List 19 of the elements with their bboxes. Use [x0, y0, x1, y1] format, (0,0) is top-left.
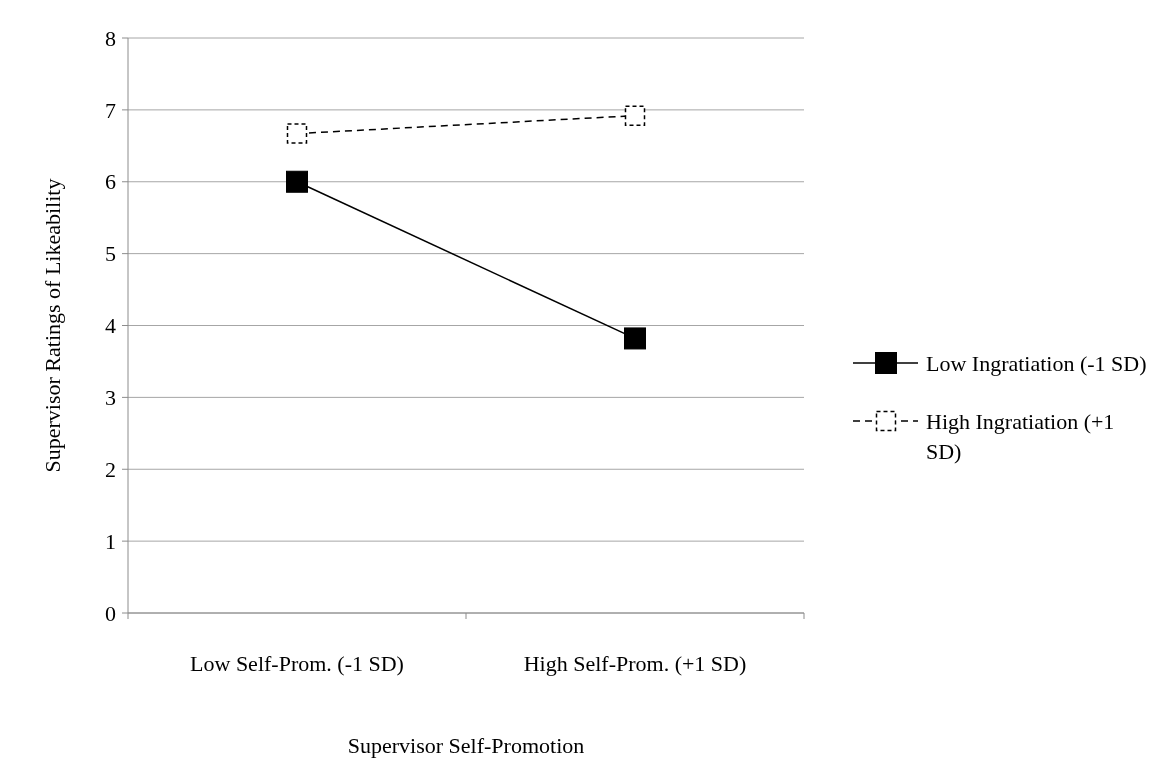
y-tick-label: 1 [105, 528, 116, 554]
y-tick-label: 2 [105, 456, 116, 482]
x-axis-title: Supervisor Self-Promotion [347, 733, 585, 758]
point [624, 327, 646, 350]
y-axis-title: Supervisor Ratings of Likeability [40, 178, 65, 473]
x-tick-label: Low Self-Prom. (-1 SD) [190, 651, 404, 676]
y-tick-label: 8 [105, 25, 116, 51]
y-tick-label: 0 [105, 600, 116, 626]
x-tick-label: High Self-Prom. (+1 SD) [523, 651, 747, 676]
y-tick-label: 6 [105, 169, 116, 195]
y-tick-label: 5 [105, 241, 116, 267]
y-tick-label: 4 [105, 313, 116, 339]
y-tick-label: 7 [105, 97, 116, 123]
point [624, 105, 646, 126]
legend-label: High Ingratiation (+1 SD) [926, 409, 1115, 464]
point [286, 170, 308, 193]
point [286, 123, 308, 144]
y-tick-label: 3 [105, 385, 116, 411]
legend-label: Low Ingratiation (-1 SD) [926, 351, 1147, 376]
